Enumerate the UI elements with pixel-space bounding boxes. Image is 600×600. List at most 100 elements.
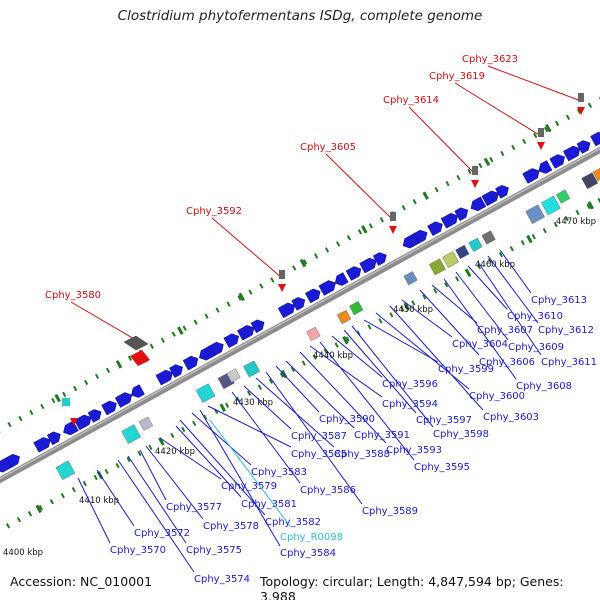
feature-box: [442, 251, 459, 269]
major-tick: [54, 393, 61, 403]
major-tick: [238, 292, 245, 302]
major-tick: [35, 504, 42, 514]
scale-label: 4430 kbp: [233, 398, 273, 408]
tick-mark: [115, 462, 120, 469]
red-gene-label: Cphy_3614: [383, 95, 439, 106]
red-feature-0: Cphy_3580: [45, 290, 150, 366]
tick-mark: [389, 312, 394, 318]
tick-mark: [203, 414, 208, 421]
blue-gene-label: Cphy_3597: [416, 415, 472, 426]
gene-arrow: [345, 266, 362, 281]
feature-box: [336, 309, 352, 325]
gene-arrow: [470, 196, 487, 212]
rna-gene-label: Cphy_R0098: [280, 532, 343, 543]
leader-line: [117, 459, 195, 573]
tick-mark: [268, 378, 274, 384]
gene-arrow: [454, 207, 469, 222]
gene-arrow: [318, 280, 336, 296]
tick-mark: [553, 221, 558, 228]
red-feature-5: Cphy_3623: [462, 54, 585, 115]
blue-gene-label: Cphy_3581: [241, 499, 297, 510]
tick-mark: [126, 456, 131, 463]
map-title: Clostridium phytofermentans ISDg, comple…: [117, 8, 483, 24]
feature-marker: [577, 107, 585, 115]
feature-box: [468, 237, 483, 252]
blue-gene-label: Cphy_3606: [479, 357, 535, 368]
tick-mark: [531, 233, 536, 240]
leader-line: [325, 153, 394, 221]
gene-arrow: [576, 140, 591, 154]
blue-gene-label: Cphy_3590: [319, 414, 375, 425]
blue-gene-label: Cphy_3603: [483, 412, 539, 423]
gene-arrow: [549, 154, 565, 169]
tick-mark: [226, 301, 231, 307]
feature-marker: [537, 142, 545, 150]
tick-mark: [181, 426, 186, 433]
gene-arrow: [33, 437, 51, 453]
scale-label: 4470 kbp: [556, 217, 596, 227]
tick-mark: [62, 391, 67, 398]
tick-mark: [511, 144, 516, 151]
tick-mark: [182, 325, 187, 331]
tick-mark: [27, 511, 33, 517]
major-tick: [219, 403, 226, 412]
tick-mark: [565, 114, 571, 121]
tick-mark: [73, 385, 78, 392]
leader-line: [443, 278, 517, 380]
feature-box: [455, 244, 470, 260]
leader-line: [375, 312, 470, 390]
tick-mark: [301, 360, 306, 366]
leader-line: [389, 305, 484, 411]
gene-arrow: [223, 333, 240, 349]
leader-line: [265, 371, 363, 505]
tick-mark: [445, 180, 450, 187]
leader-line: [207, 405, 292, 448]
blue-gene-label: Cphy_3600: [469, 391, 525, 402]
red-feature-3: Cphy_3614: [383, 95, 479, 188]
red-gene-label: Cphy_3605: [300, 142, 356, 153]
leader-line: [309, 345, 383, 398]
feature-marker: [70, 418, 78, 426]
major-tick: [299, 258, 307, 268]
gene-arrow: [304, 288, 321, 304]
blue-gene-label: Cphy_3604: [452, 339, 508, 350]
scale-label: 4420 kbp: [155, 447, 195, 457]
tick-mark: [93, 474, 98, 481]
tick-mark: [40, 403, 45, 410]
leader-line: [199, 409, 281, 547]
tick-mark: [444, 282, 449, 288]
tick-mark: [193, 319, 198, 325]
major-tick: [342, 336, 349, 345]
feature-marker: [278, 284, 286, 292]
feature-box: [195, 383, 216, 403]
feature-box: [481, 230, 496, 245]
blue-gene-label: Cphy_3583: [251, 467, 307, 478]
tick-mark: [60, 492, 65, 499]
feature-marker: [472, 166, 478, 175]
leader-line: [231, 391, 301, 484]
feature-box: [306, 326, 321, 341]
tick-mark: [5, 523, 11, 529]
leader-line: [487, 65, 582, 102]
tick-mark: [456, 174, 461, 181]
blue-gene-label: Cphy_3582: [265, 517, 321, 528]
blue-gene-label: Cphy_3613: [531, 295, 587, 306]
tick-mark: [148, 444, 153, 451]
scale-label: 4410 kbp: [79, 496, 119, 506]
tick-mark: [149, 343, 154, 349]
tick-mark: [422, 294, 427, 300]
feature-box: [428, 258, 446, 276]
tick-mark: [498, 252, 504, 258]
tick-mark: [215, 307, 220, 313]
leader-line: [275, 365, 320, 413]
feature-box: [138, 416, 153, 431]
blue-gene-label: Cphy_3570: [110, 545, 166, 556]
tick-mark: [335, 241, 341, 247]
feature-marker: [279, 270, 285, 279]
major-tick: [403, 302, 410, 311]
leader-line: [401, 299, 453, 338]
major-tick: [545, 123, 552, 133]
tick-mark: [49, 499, 54, 505]
feature-box: [403, 271, 418, 286]
